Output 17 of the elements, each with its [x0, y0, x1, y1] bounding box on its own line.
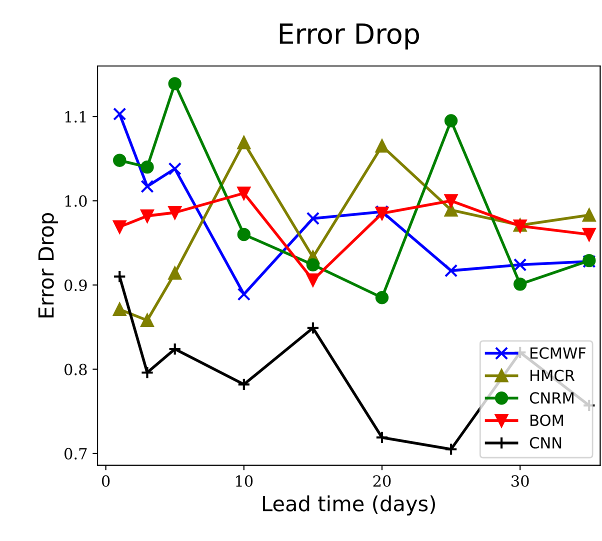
- y-tick-label: 1.0: [65, 195, 87, 207]
- x-tick-label: 30: [512, 475, 529, 487]
- y-axis-title: Error Drop: [38, 213, 58, 318]
- y-tick-label: 0.7: [64, 448, 87, 460]
- y-tick-label: 1.1: [65, 111, 86, 123]
- y-tick-label: 0.9: [64, 279, 87, 292]
- legend-label: ECMWF: [530, 347, 586, 359]
- x-tick-label: 0: [102, 475, 110, 487]
- x-tick-label: 10: [236, 475, 253, 487]
- legend-label: HMCR: [530, 370, 575, 382]
- legend-label: CNN: [530, 436, 562, 449]
- legend-label: BOM: [530, 414, 563, 426]
- x-tick-label: 20: [373, 475, 391, 487]
- legend-label: CNRM: [530, 392, 574, 404]
- chart-title: Error Drop: [280, 24, 420, 50]
- x-axis-title: Lead time (days): [263, 495, 435, 516]
- y-tick-label: 0.8: [64, 364, 87, 376]
